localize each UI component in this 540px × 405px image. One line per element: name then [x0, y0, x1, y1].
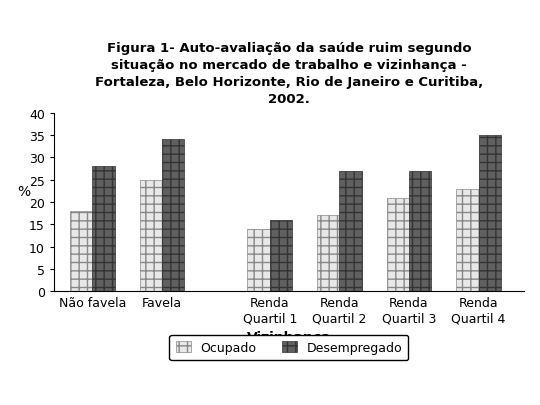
Bar	[317, 216, 339, 292]
Legend: Ocupado, Desempregado: Ocupado, Desempregado	[170, 335, 408, 360]
Y-axis label: %: %	[17, 185, 30, 199]
Bar	[270, 220, 292, 292]
Bar	[247, 229, 270, 292]
Bar	[478, 136, 501, 292]
Bar	[140, 180, 162, 292]
Bar	[70, 211, 92, 292]
Bar	[387, 198, 409, 292]
Bar	[456, 189, 478, 292]
X-axis label: Vizinhança: Vizinhança	[247, 330, 331, 344]
Title: Figura 1- Auto-avaliação da saúde ruim segundo
situação no mercado de trabalho e: Figura 1- Auto-avaliação da saúde ruim s…	[95, 41, 483, 105]
Bar	[339, 171, 362, 292]
Bar	[409, 171, 431, 292]
Bar	[92, 167, 114, 292]
Bar	[162, 140, 184, 292]
